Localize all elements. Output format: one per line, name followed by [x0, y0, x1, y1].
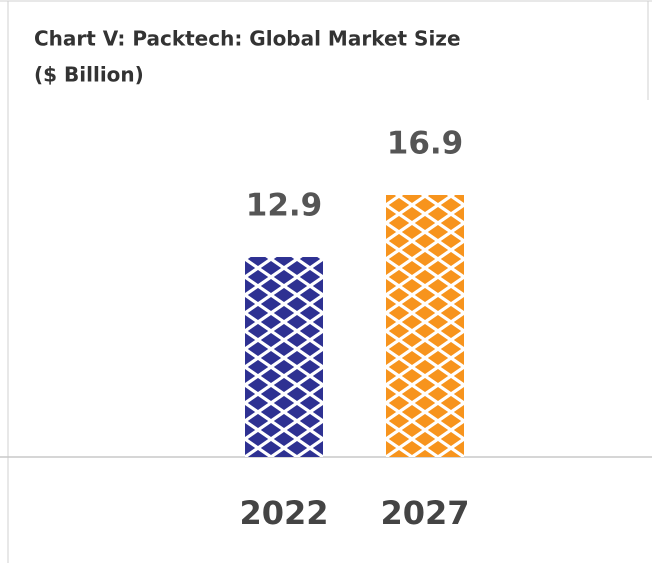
chart-subtitle: ($ Billion): [34, 63, 144, 87]
value-label: 16.9: [387, 126, 464, 162]
value-label: 12.9: [246, 188, 323, 224]
bar: [386, 195, 464, 457]
x-tick-label: 2022: [239, 494, 328, 532]
x-tick-label: 2027: [380, 494, 469, 532]
bar: [245, 257, 323, 457]
chart-title: Chart V: Packtech: Global Market Size: [34, 27, 461, 51]
